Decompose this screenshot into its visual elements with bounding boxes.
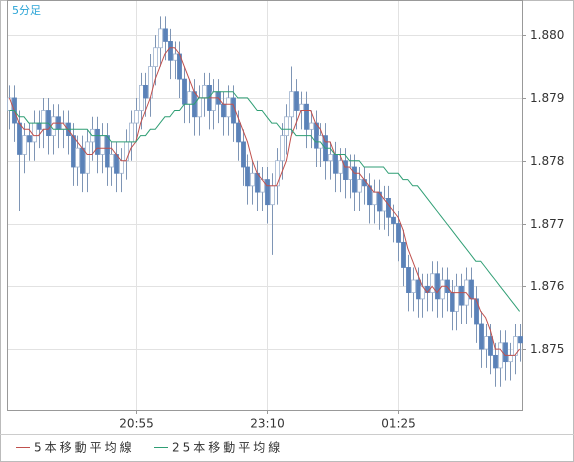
candle-body xyxy=(270,185,275,206)
y-tick-label: 1.879 xyxy=(530,91,564,105)
candle-body xyxy=(333,154,338,174)
candle-body xyxy=(377,191,382,212)
candle-body xyxy=(265,179,270,206)
candle-body xyxy=(372,191,377,206)
candle-body xyxy=(469,279,474,300)
candle-body xyxy=(275,160,280,187)
plot-border xyxy=(7,0,523,411)
candle-body xyxy=(105,135,110,168)
candle-body xyxy=(294,91,299,111)
candle-body xyxy=(289,91,294,118)
y-tick-label: 1.877 xyxy=(530,217,564,231)
candle-body xyxy=(406,267,411,293)
candle-body xyxy=(85,141,90,174)
candle-body xyxy=(396,223,401,243)
candle-body xyxy=(484,336,489,350)
moving-average-line xyxy=(9,91,520,312)
candle-body xyxy=(508,354,513,363)
y-tick-label: 1.875 xyxy=(530,342,564,356)
candle-body xyxy=(197,97,202,118)
candle-body xyxy=(80,147,85,174)
candle-body xyxy=(95,128,100,155)
legend-label: 5本移動平均線 xyxy=(34,440,135,455)
candle-body xyxy=(17,122,22,155)
candle-body xyxy=(454,285,459,312)
candle-body xyxy=(498,342,503,369)
candle-body xyxy=(182,78,187,105)
candle-body xyxy=(386,198,391,218)
candle-body xyxy=(280,135,285,162)
candle-body xyxy=(221,103,226,118)
candle-body xyxy=(430,273,435,293)
candle-body xyxy=(134,110,139,124)
chart-title: 5分足 xyxy=(12,4,41,17)
candle-body xyxy=(459,285,464,306)
candle-body xyxy=(143,84,148,99)
candle-body xyxy=(153,47,158,67)
candle-body xyxy=(163,28,168,42)
candle-body xyxy=(440,279,445,300)
candle-body xyxy=(416,279,421,300)
candle-body xyxy=(51,116,56,137)
candle-body xyxy=(173,53,178,61)
candle-body xyxy=(109,154,114,168)
candle-body xyxy=(284,116,289,137)
candle-body xyxy=(513,336,518,356)
candle-body xyxy=(71,135,76,168)
moving-average-line xyxy=(8,47,520,356)
y-tick-label: 1.880 xyxy=(530,28,564,42)
candle-body xyxy=(357,179,362,193)
y-tick-label: 1.876 xyxy=(530,279,564,293)
candle-body xyxy=(503,342,508,363)
legend-label: 25本移動平均線 xyxy=(172,440,283,455)
candle-body xyxy=(202,84,207,99)
candle-body xyxy=(119,160,124,174)
candle-body xyxy=(32,122,37,143)
candle-body xyxy=(7,97,12,111)
candle-body xyxy=(75,147,80,168)
candle-body xyxy=(411,279,416,293)
candle-body xyxy=(488,336,493,356)
candle-body xyxy=(187,91,192,105)
candle-body xyxy=(338,160,343,174)
candle-body xyxy=(226,97,231,118)
candle-body xyxy=(100,135,105,155)
candle-body xyxy=(241,141,246,168)
x-tick-label: 20:55 xyxy=(119,417,154,431)
x-tick-label: 23:10 xyxy=(250,417,285,431)
candle-body xyxy=(328,154,333,162)
candle-body xyxy=(309,122,314,130)
candle-body xyxy=(493,354,498,369)
candle-body xyxy=(245,166,250,187)
candle-body xyxy=(168,41,173,61)
candle-body xyxy=(518,336,523,344)
candle-body xyxy=(27,135,32,143)
y-tick-label: 1.878 xyxy=(530,154,564,168)
candle-body xyxy=(479,323,484,350)
candle-body xyxy=(211,91,216,111)
candle-body xyxy=(158,28,163,49)
candle-body xyxy=(343,160,348,180)
candle-body xyxy=(391,216,396,224)
candle-body xyxy=(236,122,241,143)
candle-body xyxy=(401,241,406,268)
x-tick-label: 01:25 xyxy=(381,417,416,431)
candle-body xyxy=(37,122,42,130)
candle-body xyxy=(435,273,440,300)
candle-body xyxy=(474,298,479,325)
candle-body xyxy=(41,110,46,130)
candle-body xyxy=(250,172,255,187)
candle-body xyxy=(299,103,304,111)
candle-body xyxy=(139,84,144,111)
candle-body xyxy=(129,122,134,143)
candle-body xyxy=(304,103,309,130)
candle-body xyxy=(352,166,357,193)
candle-body xyxy=(22,135,27,155)
candle-body xyxy=(450,292,455,312)
candle-body xyxy=(124,141,129,162)
